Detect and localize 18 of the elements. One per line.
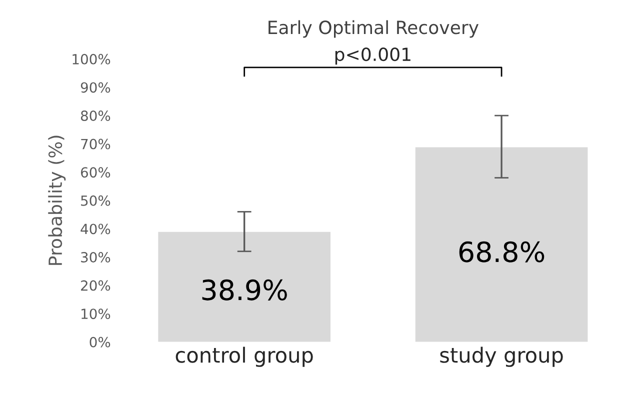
y-tick-label: 40%: [80, 224, 110, 234]
y-tick-label: 20%: [81, 280, 110, 291]
y-tick-label: 0%: [90, 336, 110, 348]
y-axis-title: Probability (%): [48, 136, 66, 265]
annotation: p<0.001: [335, 47, 410, 65]
y-tick-label: 100%: [72, 54, 110, 64]
y-tick-label: 50%: [81, 195, 110, 206]
x-tick-label: control group: [176, 346, 313, 367]
chart-title: Early Optimal Recovery: [268, 20, 479, 38]
y-tick-label: 60%: [80, 167, 110, 178]
y-tick-label: 70%: [81, 138, 110, 150]
data-label: 68.8%: [459, 241, 544, 262]
x-tick-label: study group: [440, 346, 563, 367]
y-tick-label: 80%: [80, 110, 110, 122]
data-label: 38.9%: [202, 279, 287, 300]
y-tick-label: 30%: [81, 252, 110, 262]
y-tick-label: 90%: [80, 82, 110, 93]
y-tick-label: 10%: [82, 308, 110, 320]
